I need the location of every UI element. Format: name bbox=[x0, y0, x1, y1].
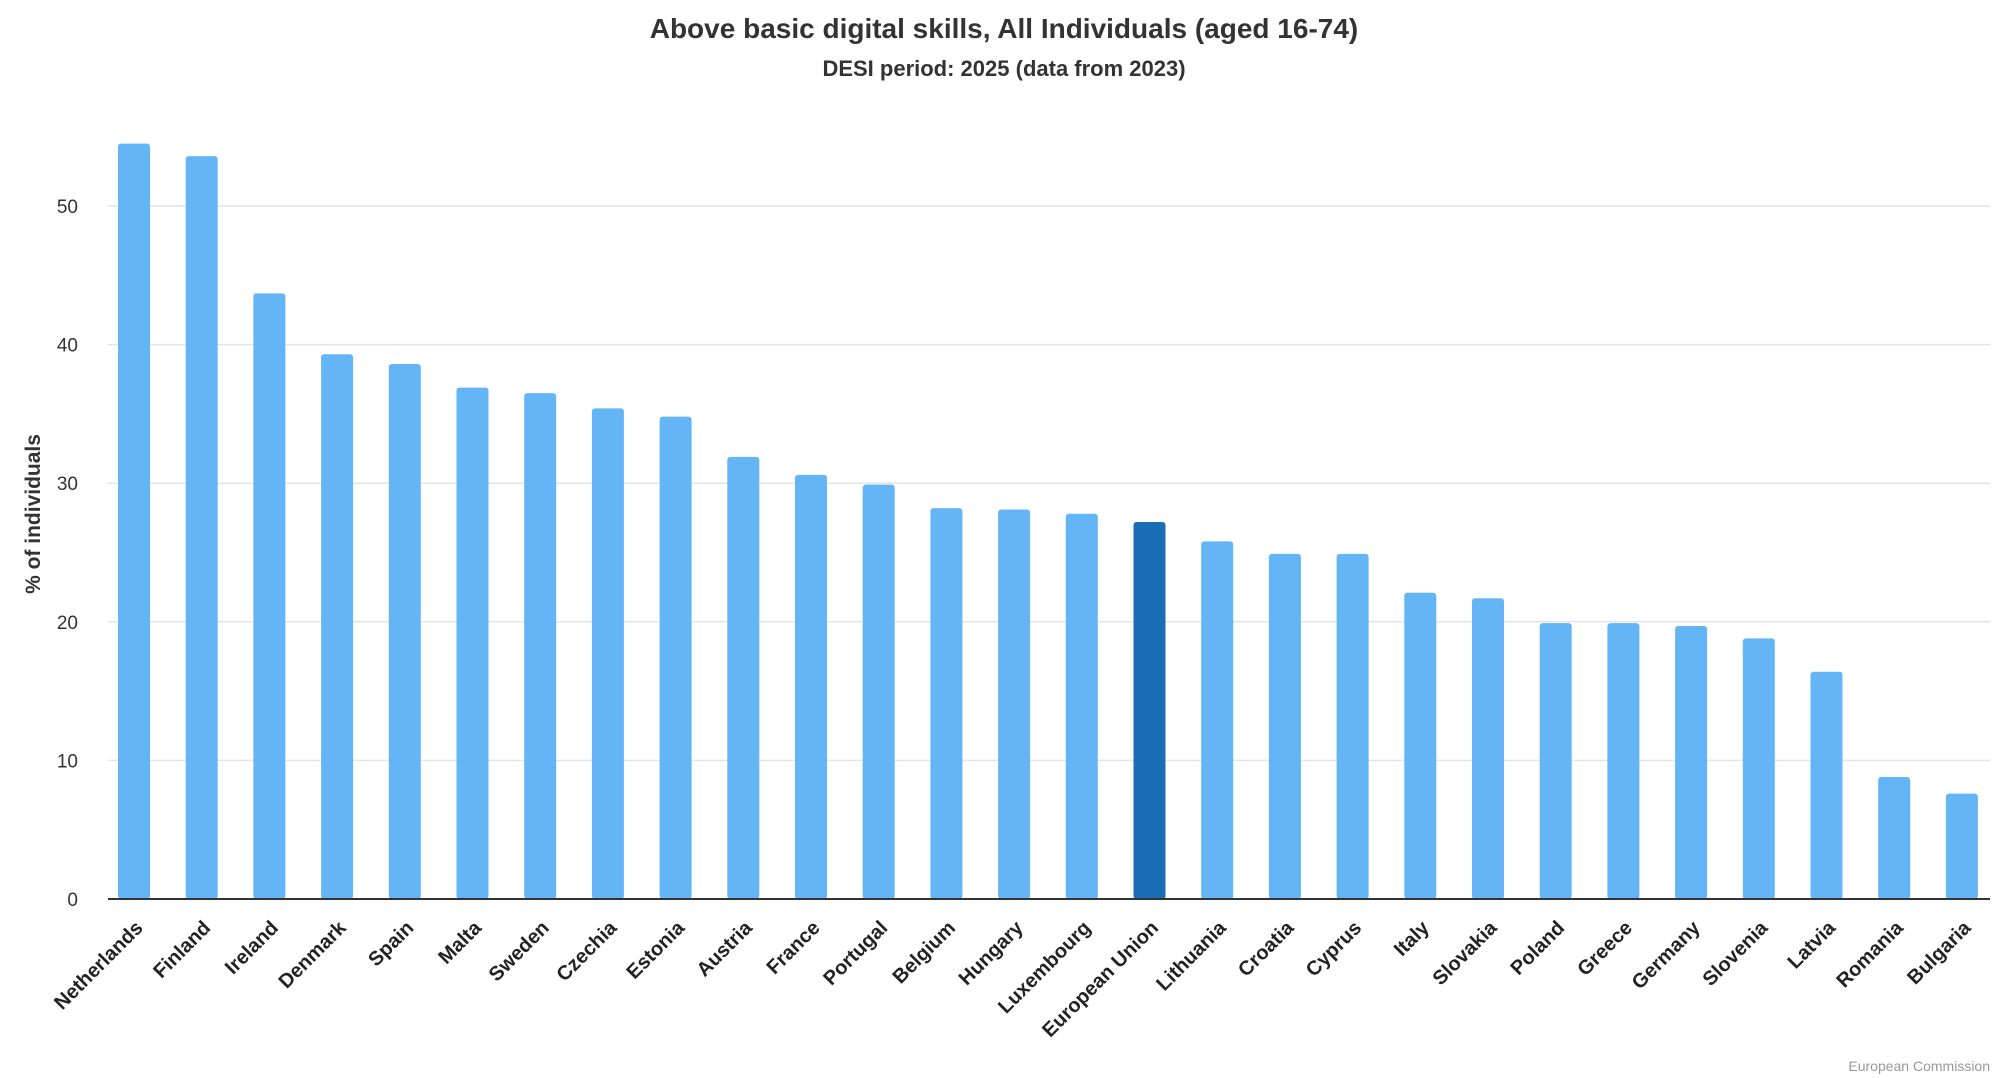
x-tick-label: Denmark bbox=[275, 916, 352, 993]
x-tick-label: Bulgaria bbox=[1903, 916, 1976, 989]
bar bbox=[1742, 638, 1775, 899]
x-tick-label: Spain bbox=[364, 917, 418, 971]
bar bbox=[1945, 793, 1978, 899]
bar bbox=[524, 393, 557, 899]
bar bbox=[1133, 522, 1166, 899]
bar bbox=[727, 456, 760, 899]
x-tick-label: Malta bbox=[434, 916, 486, 968]
x-tick-label: Poland bbox=[1507, 917, 1570, 980]
y-tick-label: 50 bbox=[57, 197, 78, 218]
bar bbox=[185, 156, 218, 899]
credit-text: European Commission bbox=[1848, 1058, 1990, 1074]
bar bbox=[795, 474, 827, 899]
x-tick-label: Croatia bbox=[1234, 916, 1299, 981]
y-tick-label: 20 bbox=[57, 613, 78, 634]
bar bbox=[1065, 513, 1098, 899]
x-tick-label: Ireland bbox=[221, 917, 283, 979]
bar bbox=[118, 143, 150, 899]
x-tick-label: Germany bbox=[1628, 916, 1705, 993]
x-tick-label: European Union bbox=[1038, 917, 1163, 1042]
bar bbox=[1404, 592, 1437, 899]
bar bbox=[456, 387, 489, 899]
y-tick-label: 40 bbox=[57, 336, 78, 357]
y-tick-label: 10 bbox=[57, 751, 78, 772]
x-tick-label: Estonia bbox=[622, 916, 689, 983]
bar bbox=[930, 508, 963, 899]
bar bbox=[1810, 671, 1843, 899]
x-tick-label: Italy bbox=[1390, 916, 1434, 960]
x-tick-label: Greece bbox=[1573, 917, 1637, 981]
bar bbox=[1607, 623, 1640, 899]
bar bbox=[1675, 625, 1708, 899]
bar bbox=[1472, 598, 1504, 899]
bar bbox=[388, 364, 421, 899]
x-tick-label: Slovenia bbox=[1699, 916, 1773, 990]
x-tick-label: Czechia bbox=[552, 916, 622, 986]
y-axis-ticks: 0 10 20 30 40 50 bbox=[57, 197, 78, 911]
x-tick-label: Finland bbox=[149, 917, 215, 983]
bar bbox=[862, 484, 895, 899]
bar bbox=[659, 416, 692, 899]
bars bbox=[118, 143, 1978, 899]
bar bbox=[1268, 553, 1301, 899]
bar bbox=[321, 354, 354, 899]
bar bbox=[1201, 541, 1234, 899]
bar bbox=[1878, 777, 1911, 899]
x-tick-label: France bbox=[763, 917, 825, 979]
y-tick-label: 0 bbox=[67, 890, 78, 911]
bar bbox=[591, 408, 624, 899]
x-tick-label: Slovakia bbox=[1429, 916, 1503, 990]
x-tick-label: Latvia bbox=[1784, 916, 1841, 973]
x-tick-label: Austria bbox=[693, 916, 758, 981]
x-tick-label: Netherlands bbox=[50, 917, 147, 1014]
x-tick-label: Sweden bbox=[485, 917, 554, 986]
bar bbox=[253, 293, 286, 899]
chart-title: Above basic digital skills, All Individu… bbox=[650, 13, 1359, 44]
bar bbox=[1336, 553, 1369, 899]
x-tick-label: Lithuania bbox=[1152, 916, 1231, 995]
y-tick-label: 30 bbox=[57, 474, 78, 495]
bar bbox=[1539, 623, 1572, 899]
chart-subtitle: DESI period: 2025 (data from 2023) bbox=[822, 56, 1185, 81]
x-tick-label: Romania bbox=[1832, 916, 1908, 992]
bar bbox=[998, 509, 1031, 899]
x-tick-label: Belgium bbox=[889, 917, 960, 988]
y-axis-label: % of individuals bbox=[22, 434, 45, 594]
x-tick-label: Cyprus bbox=[1302, 917, 1366, 981]
x-tick-label: Portugal bbox=[819, 917, 892, 990]
